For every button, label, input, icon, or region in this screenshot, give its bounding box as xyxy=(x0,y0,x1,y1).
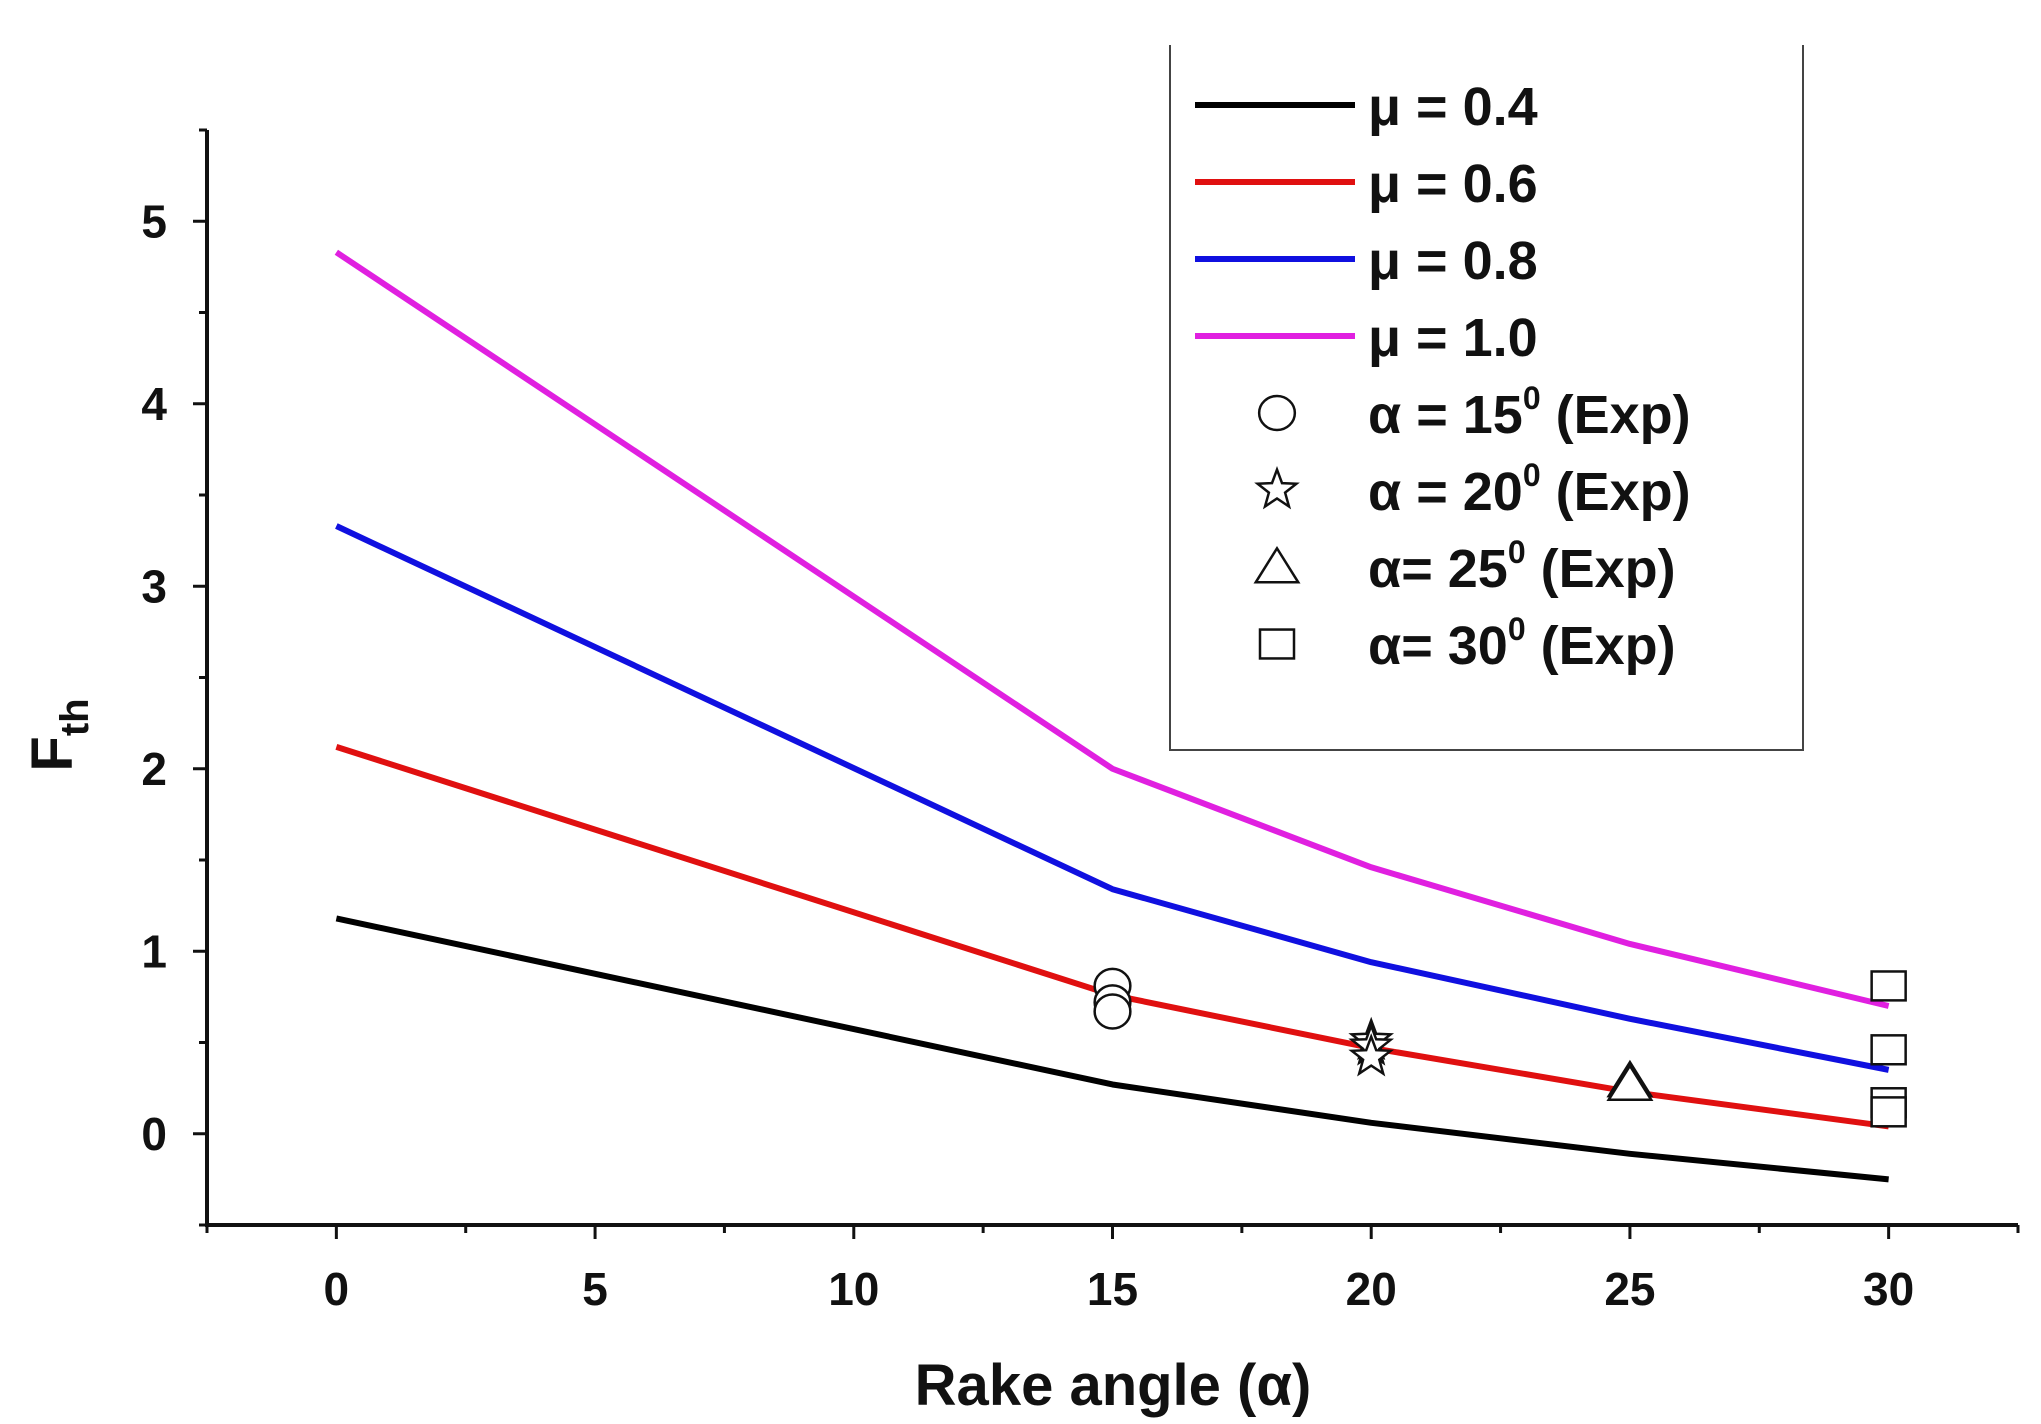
exp-marker-star xyxy=(1348,1033,1395,1077)
legend-label: μ = 0.8 xyxy=(1368,231,1538,291)
legend-marker-circle xyxy=(1257,394,1297,432)
legend-label: μ = 0.6 xyxy=(1368,154,1538,214)
legend-label: α = 150 (Exp) xyxy=(1368,380,1691,445)
y-ticks: 0 1 2 3 4 5 xyxy=(141,128,207,1227)
x-ticks: 0 5 10 15 20 25 30 xyxy=(205,1225,2020,1315)
series-line-3 xyxy=(334,249,1890,1009)
legend-label: μ = 0.4 xyxy=(1368,77,1538,137)
y-axis-title: Fth xyxy=(20,698,97,771)
series-line-1 xyxy=(335,743,1890,1130)
axes: 0 5 10 15 20 25 30 0 1 2 3 4 5 xyxy=(141,128,2020,1315)
exp-marker-triangle xyxy=(1606,1063,1654,1102)
exp-marker-square xyxy=(1870,1096,1907,1128)
x-tick-label: 10 xyxy=(828,1263,879,1315)
x-tick-label: 0 xyxy=(324,1263,350,1315)
legend-label: α= 300 (Exp) xyxy=(1368,611,1676,676)
x-tick-label: 30 xyxy=(1863,1263,1914,1315)
legend-frame xyxy=(1169,45,1804,751)
y-tick-label: 0 xyxy=(141,1108,167,1160)
y-tick-label: 5 xyxy=(141,195,167,247)
y-axis-title-main: F xyxy=(20,736,85,771)
legend-marker-square xyxy=(1258,628,1296,660)
exp-marker-square xyxy=(1870,970,1907,1002)
series-line-0 xyxy=(335,915,1889,1183)
legend-items: μ = 0.4 μ = 0.6 μ = 0.8 μ = 1.0 α = 150 (Exp… xyxy=(1195,77,1691,676)
y-tick-label: 3 xyxy=(141,560,167,612)
y-tick-label: 2 xyxy=(141,743,167,795)
legend-label: μ = 1.0 xyxy=(1368,308,1538,368)
x-tick-label: 5 xyxy=(582,1263,608,1315)
y-tick-label: 4 xyxy=(141,378,167,430)
legend-label: α = 200 (Exp) xyxy=(1368,457,1691,522)
exp-marker-square xyxy=(1870,1034,1907,1066)
legend: μ = 0.4 μ = 0.6 μ = 0.8 μ = 1.0 α = 150 (Exp… xyxy=(1169,45,1804,751)
legend-marker-star xyxy=(1254,466,1300,510)
legend-marker-triangle xyxy=(1253,545,1301,584)
x-tick-label: 20 xyxy=(1346,1263,1397,1315)
x-tick-label: 25 xyxy=(1604,1263,1655,1315)
x-axis-title: Rake angle (α) xyxy=(915,1353,1312,1418)
x-tick-label: 15 xyxy=(1087,1263,1138,1315)
legend-label: α= 250 (Exp) xyxy=(1368,534,1676,599)
experimental-markers xyxy=(1093,967,1907,1128)
exp-marker-circle xyxy=(1093,993,1132,1030)
series-lines xyxy=(334,249,1890,1183)
y-tick-label: 1 xyxy=(141,925,167,977)
y-axis-title-sub: th xyxy=(53,698,97,736)
series-line-2 xyxy=(335,523,1890,1073)
